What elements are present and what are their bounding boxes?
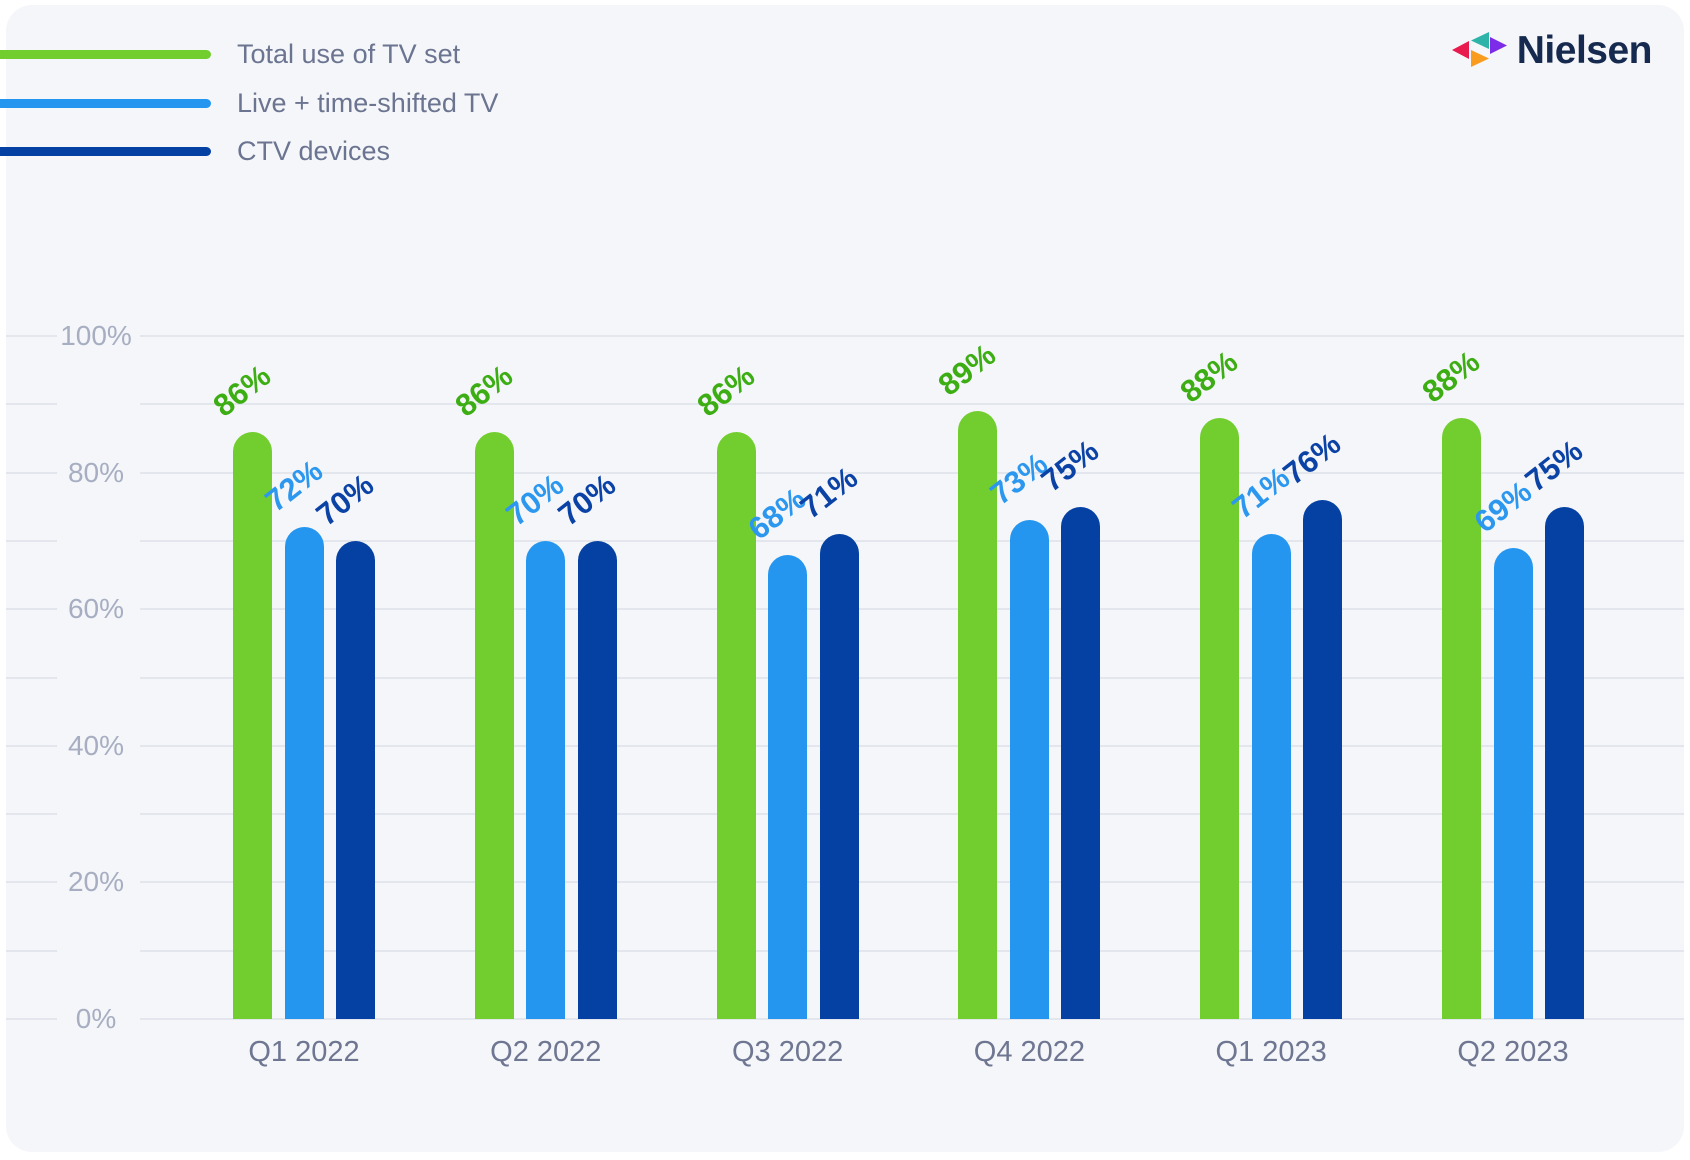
bar-value-label: 88%: [1415, 343, 1487, 410]
legend-swatch-live-timeshifted: [0, 98, 211, 108]
bar-chart-plot-area: 100% 80% 60% 40% 20% 0% 86% 72% 70% Q1 2022 86% 70%…: [6, 322, 1684, 1067]
bar-value-label: 89%: [932, 336, 1003, 403]
gridline: [140, 335, 1684, 337]
legend-label-live-timeshifted: Live + time-shifted TV: [237, 87, 499, 118]
bar-value-label: 86%: [206, 357, 278, 424]
gridline: [140, 676, 1684, 679]
legend-item-live-timeshifted: Live + time-shifted TV: [0, 87, 499, 118]
nielsen-logo: Nielsen: [1449, 28, 1653, 72]
gridline: [140, 744, 1684, 747]
gridline: [6, 813, 57, 816]
gridline: [6, 335, 57, 337]
gridline: [140, 881, 1684, 884]
gridline: [140, 813, 1684, 816]
y-axis-tick-label: 60%: [67, 593, 125, 625]
bar: 89%: [932, 337, 1003, 1019]
bar: 75%: [1519, 433, 1589, 1019]
bar-value-label: 70%: [551, 466, 622, 533]
gridline: [6, 608, 57, 611]
gridline: [6, 881, 57, 884]
y-axis-tick-label: 40%: [67, 729, 125, 761]
gridline: [140, 1018, 1684, 1020]
bar: 72%: [258, 453, 329, 1019]
bar: 88%: [1174, 344, 1244, 1019]
bar-value-label: 86%: [690, 357, 761, 424]
bar: 75%: [1035, 433, 1106, 1019]
bar: 86%: [448, 357, 519, 1019]
gridline: [140, 403, 1684, 406]
legend-item-ctv-devices: CTV devices: [0, 135, 391, 166]
bar: 86%: [690, 357, 761, 1019]
x-axis-tick-label: Q1 2022: [248, 1036, 360, 1068]
x-axis-tick-label: Q1 2023: [1215, 1036, 1327, 1068]
bar: 71%: [1225, 460, 1296, 1019]
gridline: [6, 403, 57, 406]
bar-value-label: 75%: [1035, 432, 1106, 499]
gridline: [6, 676, 57, 679]
gridline: [6, 744, 57, 747]
bar: 86%: [207, 357, 277, 1019]
bar: 71%: [793, 460, 864, 1019]
gridline: [6, 949, 57, 952]
gridline: [6, 539, 57, 542]
x-axis-tick-label: Q2 2022: [490, 1036, 602, 1068]
legend-label-ctv-devices: CTV devices: [237, 135, 391, 166]
gridline: [140, 608, 1684, 611]
bar-value-label: 86%: [448, 357, 519, 424]
bar-value-label: 75%: [1518, 432, 1590, 499]
gridline: [140, 471, 1684, 474]
legend-label-total-tv: Total use of TV set: [237, 38, 461, 69]
legend-swatch-total-tv: [0, 49, 211, 59]
gridline: [140, 949, 1684, 952]
bar: 70%: [551, 467, 622, 1019]
y-axis-tick-label: 100%: [60, 320, 132, 351]
x-axis-tick-label: Q3 2022: [731, 1036, 844, 1068]
x-axis-tick-label: Q4 2022: [973, 1036, 1086, 1068]
nielsen-wordmark: Nielsen: [1516, 28, 1653, 72]
bar: 88%: [1416, 344, 1486, 1019]
y-axis-tick-label: 0%: [75, 1003, 117, 1034]
bar: 69%: [1467, 474, 1538, 1019]
legend-item-total-tv: Total use of TV set: [0, 38, 461, 69]
bar-value-label: 88%: [1173, 343, 1245, 410]
y-axis-tick-label: 20%: [67, 866, 125, 898]
bar: 68%: [742, 480, 812, 1019]
nielsen-logo-mark-icon: [1451, 32, 1507, 67]
gridline: [6, 471, 57, 474]
bar: 70%: [310, 467, 380, 1019]
bar: 76%: [1277, 426, 1347, 1019]
bar: 70%: [500, 467, 570, 1019]
legend-swatch-ctv-devices: [0, 146, 211, 156]
gridline: [6, 1018, 57, 1020]
gridline: [140, 539, 1684, 542]
y-axis-tick-label: 80%: [67, 456, 125, 488]
bar: 73%: [984, 446, 1054, 1019]
x-axis-tick-label: Q2 2023: [1457, 1036, 1569, 1068]
